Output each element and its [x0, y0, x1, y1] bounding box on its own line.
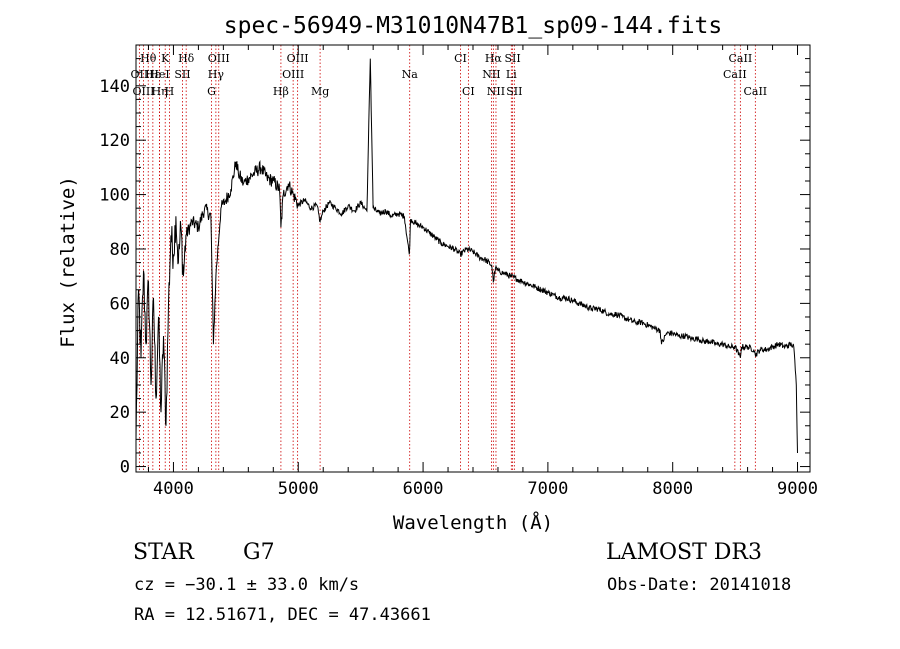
- x-tick-label-4000: 4000: [153, 479, 194, 499]
- y-tick-label-140: 140: [99, 77, 130, 97]
- marker-label-10: OIII: [208, 52, 230, 65]
- marker-label-2: OIII: [132, 85, 154, 98]
- x-tick-label-7000: 7000: [527, 479, 568, 499]
- marker-label-24: Li: [506, 68, 517, 81]
- plot-frame: [135, 44, 811, 473]
- y-tick-label-20: 20: [110, 403, 130, 423]
- y-tick-label-40: 40: [110, 349, 130, 369]
- marker-label-23: SII: [504, 52, 520, 65]
- data-release: LAMOST DR3: [606, 540, 762, 565]
- marker-label-20: Hα: [485, 52, 503, 65]
- marker-label-group: Hθ OII OIII Hε Hη K HeI H SII Hδ OIII Hγ G Hβ OIII OIII…: [131, 52, 768, 98]
- y-tick-label-60: 60: [110, 294, 130, 314]
- marker-label-27: CaII: [723, 68, 747, 81]
- x-tick-label-5000: 5000: [278, 479, 319, 499]
- marker-label-9: Hδ: [178, 52, 195, 65]
- marker-label-21: NII: [482, 68, 500, 81]
- x-tick-label-9000: 9000: [777, 479, 818, 499]
- marker-label-6: HeI: [149, 68, 169, 81]
- y-tick-label-0: 0: [120, 458, 130, 478]
- series-group: [135, 58, 798, 454]
- marker-label-8: SII: [174, 68, 190, 81]
- marker-label-13: Hβ: [273, 85, 289, 98]
- series-flux-line: [135, 58, 798, 454]
- marker-label-25: SII: [506, 85, 522, 98]
- x-tick-label-8000: 8000: [652, 479, 693, 499]
- coordinates: RA = 12.51671, DEC = 47.43661: [134, 605, 431, 625]
- marker-label-16: Mg: [311, 85, 329, 98]
- object-type: STAR: [133, 540, 194, 565]
- x-axis-label: Wavelength (Å): [393, 511, 553, 534]
- marker-label-14: OIII: [287, 52, 309, 65]
- marker-label-28: CaII: [743, 85, 767, 98]
- marker-label-22: NII: [487, 85, 505, 98]
- spectral-subclass: G7: [243, 540, 275, 565]
- marker-label-3: Hε: [145, 68, 161, 81]
- marker-label-1: OII: [131, 68, 149, 81]
- marker-label-4: Hη: [151, 85, 167, 98]
- y-tick-label-120: 120: [99, 131, 130, 151]
- marker-label-7: H: [165, 85, 175, 98]
- marker-label-5: K: [161, 52, 170, 65]
- marker-label-11: Hγ: [208, 68, 225, 81]
- x-tick-label-6000: 6000: [403, 479, 444, 499]
- axes-group: 4000 5000 6000 7000 8000 9000 0 20 40 60 80 100 120 1…: [99, 44, 818, 499]
- marker-label-18: CI: [454, 52, 467, 65]
- y-tick-label-100: 100: [99, 186, 130, 206]
- observation-date: Obs-Date: 20141018: [607, 575, 792, 595]
- y-axis-label: Flux (relative): [57, 176, 79, 348]
- chart-title: spec-56949-M31010N47B1_sp09-144.fits: [224, 13, 723, 39]
- y-tick-label-80: 80: [110, 240, 130, 260]
- marker-label-15: OIII: [282, 68, 304, 81]
- line-marker-group: [138, 45, 756, 472]
- redshift-velocity: cz = −30.1 ± 33.0 km/s: [134, 575, 360, 595]
- marker-label-0: Hθ: [140, 52, 157, 65]
- marker-label-17: Na: [402, 68, 419, 81]
- marker-label-12: G: [207, 85, 216, 98]
- marker-label-19: CI: [462, 85, 475, 98]
- marker-label-26: CaII: [729, 52, 753, 65]
